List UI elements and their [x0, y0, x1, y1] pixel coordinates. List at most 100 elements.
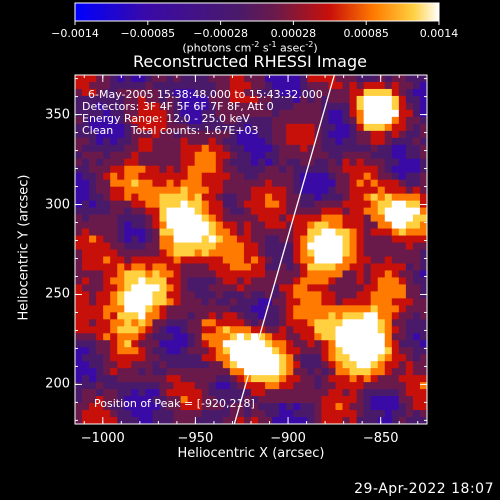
heatmap-cell: [314, 81, 322, 90]
heatmap-cell: [124, 312, 132, 320]
heatmap-cell: [166, 102, 174, 111]
heatmap-cell: [229, 95, 238, 104]
heatmap-cell: [342, 228, 350, 236]
heatmap-cell: [384, 396, 393, 404]
heatmap-cell: [286, 116, 294, 125]
heatmap-cell: [103, 396, 111, 404]
heatmap-cell: [96, 354, 104, 362]
heatmap-cell: [384, 361, 393, 369]
heatmap-cell: [321, 193, 329, 202]
heatmap-cell: [384, 417, 393, 424]
heatmap-cell: [96, 172, 104, 181]
heatmap-cell: [265, 137, 273, 146]
heatmap-cell: [236, 109, 245, 118]
heatmap-cell: [272, 144, 280, 153]
heatmap-cell: [215, 123, 224, 132]
heatmap-cell: [166, 298, 174, 306]
heatmap-cell: [89, 410, 97, 418]
heatmap-cell: [265, 249, 273, 257]
heatmap-cell: [286, 235, 294, 243]
heatmap-cell: [124, 221, 132, 229]
heatmap-cell: [251, 242, 259, 250]
heatmap-cell: [243, 81, 252, 90]
heatmap-cell: [321, 144, 329, 153]
heatmap-cell: [419, 270, 427, 278]
heatmap-cell: [405, 75, 414, 83]
heatmap-cell: [89, 193, 97, 202]
heatmap-cell: [75, 102, 83, 111]
heatmap-cell: [110, 242, 118, 250]
heatmap-cell: [75, 298, 83, 306]
heatmap-cell: [194, 235, 203, 243]
heatmap-cell: [377, 172, 386, 181]
heatmap-cell: [243, 235, 252, 243]
heatmap-cell: [236, 312, 245, 320]
heatmap-cell: [236, 221, 245, 229]
heatmap-cell: [75, 137, 83, 146]
heatmap-cell: [335, 109, 343, 118]
heatmap-cell: [110, 312, 118, 320]
heatmap-cell: [187, 193, 196, 202]
heatmap-cell: [363, 151, 372, 160]
heatmap-cell: [349, 130, 357, 139]
heatmap-cell: [166, 116, 174, 125]
heatmap-cell: [265, 403, 273, 411]
heatmap-cell: [258, 165, 266, 174]
heatmap-cell: [103, 403, 111, 411]
heatmap-cell: [370, 284, 379, 292]
heatmap-cell: [342, 326, 350, 334]
heatmap-cell: [265, 109, 273, 118]
heatmap-cell: [377, 396, 386, 404]
heatmap-cell: [328, 277, 336, 285]
heatmap-cell: [82, 382, 90, 390]
heatmap-cell: [138, 109, 146, 118]
heatmap-cell: [138, 263, 146, 271]
heatmap-cell: [321, 228, 329, 236]
heatmap-cell: [405, 312, 414, 320]
heatmap-cell: [300, 193, 308, 202]
heatmap-cell: [370, 305, 379, 313]
heatmap-cell: [328, 326, 336, 334]
heatmap-cell: [89, 75, 97, 83]
heatmap-cell: [342, 235, 350, 243]
heatmap-cell: [328, 347, 336, 355]
heatmap-cell: [363, 186, 372, 195]
heatmap-cell: [251, 137, 259, 146]
heatmap-cell: [286, 396, 294, 404]
heatmap-cell: [96, 116, 104, 125]
heatmap-cell: [103, 326, 111, 334]
heatmap-cell: [412, 207, 421, 215]
heatmap-cell: [229, 291, 238, 299]
heatmap-cell: [321, 214, 329, 222]
heatmap-cell: [356, 158, 365, 167]
heatmap-cell: [342, 130, 350, 139]
heatmap-cell: [398, 347, 407, 355]
heatmap-cell: [131, 95, 139, 104]
y-axis-label: Heliocentric Y (arcsec): [16, 174, 32, 321]
heatmap-cell: [342, 165, 350, 174]
heatmap-cell: [251, 95, 259, 104]
heatmap-cell: [222, 137, 231, 146]
heatmap-cell: [419, 347, 427, 355]
heatmap-cell: [117, 144, 125, 153]
heatmap-cell: [103, 340, 111, 348]
heatmap-cell: [236, 75, 245, 83]
heatmap-cell: [82, 410, 90, 418]
heatmap-cell: [131, 277, 139, 285]
heatmap-cell: [328, 158, 336, 167]
heatmap-cell: [103, 214, 111, 222]
heatmap-cell: [258, 291, 266, 299]
heatmap-cell: [398, 340, 407, 348]
heatmap-cell: [159, 130, 167, 139]
heatmap-cell: [215, 158, 224, 167]
heatmap-cell: [391, 347, 400, 355]
heatmap-cell: [215, 242, 224, 250]
heatmap-cell: [349, 340, 357, 348]
heatmap-cell: [370, 382, 379, 390]
heatmap-cell: [180, 396, 189, 404]
heatmap-cell: [187, 361, 196, 369]
heatmap-cell: [194, 151, 203, 160]
heatmap-cell: [96, 291, 104, 299]
heatmap-cell: [180, 102, 189, 111]
heatmap-cell: [145, 95, 153, 104]
